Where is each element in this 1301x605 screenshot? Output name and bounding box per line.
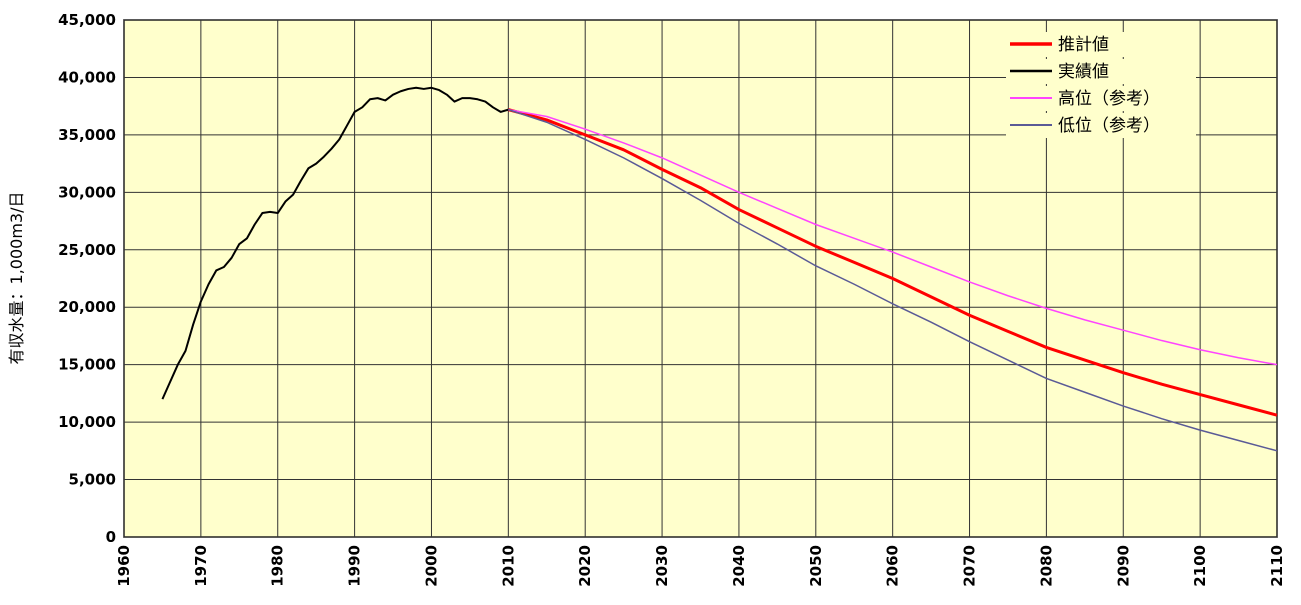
y-tick-label: 45,000: [58, 11, 116, 29]
y-tick-label: 35,000: [58, 126, 116, 144]
x-tick-label: 2090: [1114, 545, 1132, 587]
x-tick-label: 2040: [730, 545, 748, 587]
y-tick-label: 20,000: [58, 298, 116, 316]
y-tick-label: 25,000: [58, 241, 116, 259]
x-tick-label: 1970: [192, 545, 210, 587]
x-tick-label: 1990: [346, 545, 364, 587]
x-tick-label: 2110: [1268, 545, 1286, 587]
x-tick-label: 2060: [884, 545, 902, 587]
x-tick-label: 1980: [269, 545, 287, 587]
y-tick-label: 10,000: [58, 413, 116, 431]
series-line: [508, 108, 1278, 452]
y-tick-label: 40,000: [58, 68, 116, 86]
x-tick-label: 2080: [1037, 545, 1055, 587]
x-tick-label: 2000: [422, 545, 440, 587]
legend-label: 推計値: [1058, 35, 1109, 55]
x-tick-label: 2070: [961, 545, 979, 587]
x-tick-label: 2050: [807, 545, 825, 587]
x-tick-label: 2010: [499, 545, 517, 587]
y-tick-label: 30,000: [58, 183, 116, 201]
x-tick-label: 2030: [653, 545, 671, 587]
y-tick-label: 15,000: [58, 356, 116, 374]
legend-label: 低位（参考）: [1058, 116, 1160, 136]
x-tick-label: 2020: [576, 545, 594, 587]
y-tick-label: 5,000: [69, 471, 116, 489]
y-tick-label: 0: [106, 528, 116, 546]
legend-label: 高位（参考）: [1058, 89, 1160, 109]
legend-label: 実績値: [1058, 62, 1109, 82]
series-line: [161, 86, 509, 400]
series-line: [507, 108, 1278, 417]
y-axis-label: 有収水量：1,000m3/日: [7, 192, 26, 365]
x-tick-label: 1960: [115, 545, 133, 587]
x-tick-label: 2100: [1191, 545, 1209, 587]
series-line: [508, 108, 1278, 366]
